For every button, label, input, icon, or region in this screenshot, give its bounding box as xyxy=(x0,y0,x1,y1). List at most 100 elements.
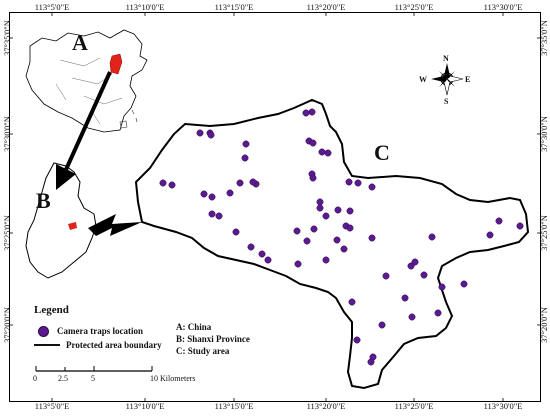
scale-label-0: 0 xyxy=(33,374,37,383)
map-neatline xyxy=(9,12,541,402)
camera-trap-point xyxy=(401,294,409,302)
compass-w: W xyxy=(419,75,427,84)
camera-trap-point xyxy=(434,309,442,317)
camera-trap-point xyxy=(516,222,524,230)
tick-top-1: 113°5'0"E xyxy=(34,2,70,12)
tick-right-3: 37°25'0"N xyxy=(539,215,549,251)
camera-trap-point xyxy=(208,193,216,201)
camera-trap-point xyxy=(408,313,416,321)
camera-trap-point xyxy=(294,260,302,268)
camera-trap-point xyxy=(196,129,204,137)
study-area-highlight xyxy=(68,222,77,230)
camera-traps-layer xyxy=(159,108,524,366)
camera-trap-point xyxy=(318,148,326,156)
camera-trap-point xyxy=(258,250,266,258)
inset-arrows xyxy=(56,71,142,236)
camera-trap-point xyxy=(293,227,301,235)
tick-left-1: 37°35'0"N xyxy=(2,20,12,56)
tick-right-2: 37°30'0"N xyxy=(539,116,549,152)
camera-trap-point xyxy=(407,262,415,270)
study-area-boundary xyxy=(134,98,530,390)
camera-trap-point xyxy=(354,179,362,187)
tick-left-2: 37°30'0"N xyxy=(2,116,12,152)
camera-trap-point xyxy=(309,174,317,182)
camera-trap-point xyxy=(346,224,354,232)
tick-left-4: 37°20'0"N xyxy=(2,307,12,343)
abbrev-c: C: Study area xyxy=(176,346,230,356)
camera-trap-point xyxy=(241,154,249,162)
camera-trap-symbol xyxy=(38,325,49,337)
inset-china xyxy=(25,29,148,133)
scale-label-10: 10 Kilometers xyxy=(150,374,196,383)
camera-trap-point xyxy=(316,204,324,212)
camera-trap-point xyxy=(249,178,257,186)
legend-row-camera: Camera traps location xyxy=(34,324,162,338)
camera-trap-point xyxy=(303,237,311,245)
camera-trap-point xyxy=(236,179,244,187)
tick-bottom-1: 113°5'0"E xyxy=(34,401,70,411)
camera-trap-point xyxy=(495,217,503,225)
camera-trap-point xyxy=(368,183,376,191)
abbreviation-list: A: China B: Shanxi Province C: Study are… xyxy=(176,321,250,357)
tick-bottom-4: 113°20'0"E xyxy=(306,401,346,411)
camera-trap-point xyxy=(232,228,240,236)
camera-trap-point xyxy=(310,225,318,233)
legend: Legend Camera traps location Protected a… xyxy=(34,304,162,352)
camera-trap-point xyxy=(486,231,494,239)
camera-trap-point xyxy=(302,109,310,117)
north-arrow-icon xyxy=(431,63,464,96)
camera-trap-point xyxy=(207,131,215,139)
camera-trap-point xyxy=(322,256,330,264)
camera-trap-point xyxy=(345,178,353,186)
boundary-symbol xyxy=(34,344,60,346)
tick-bottom-3: 113°15'0"E xyxy=(214,401,254,411)
camera-trap-point xyxy=(309,139,317,147)
tick-bottom-6: 113°30'0"E xyxy=(483,401,523,411)
tick-top-3: 113°15'0"E xyxy=(214,2,254,12)
tick-top-2: 113°10'0"E xyxy=(125,2,165,12)
camera-trap-point xyxy=(340,245,348,253)
scale-bar xyxy=(35,366,153,372)
camera-trap-point xyxy=(460,280,468,288)
tick-top-6: 113°30'0"E xyxy=(483,2,523,12)
camera-trap-point xyxy=(316,198,324,206)
camera-trap-point xyxy=(438,283,446,291)
camera-trap-point xyxy=(200,190,208,198)
camera-trap-point xyxy=(420,271,428,279)
scale-label-5: 5 xyxy=(91,374,95,383)
inset-shanxi xyxy=(25,162,97,279)
panel-label-a: A xyxy=(72,30,88,55)
camera-trap-point xyxy=(242,140,250,148)
panel-label-b: B xyxy=(36,188,51,213)
camera-trap-point xyxy=(348,298,356,306)
tick-bottom-2: 113°10'0"E xyxy=(125,401,165,411)
tick-top-5: 113°25'0"E xyxy=(394,2,434,12)
legend-boundary-label: Protected area boundary xyxy=(66,340,162,350)
camera-trap-point xyxy=(368,234,376,242)
camera-trap-point xyxy=(215,212,223,220)
graticule-ticks xyxy=(9,12,541,402)
camera-trap-point xyxy=(159,179,167,187)
compass-s: S xyxy=(444,97,449,106)
tick-right-1: 37°35'0"N xyxy=(539,20,549,56)
camera-trap-point xyxy=(333,236,341,244)
province-lines xyxy=(55,57,123,125)
camera-trap-point xyxy=(353,336,361,344)
camera-trap-point xyxy=(308,108,316,116)
islands xyxy=(119,109,138,129)
shanxi-highlight xyxy=(109,53,123,75)
shanxi-outline xyxy=(25,162,97,279)
camera-trap-point xyxy=(334,206,342,214)
camera-trap-point xyxy=(428,233,436,241)
camera-trap-point xyxy=(378,321,386,329)
legend-camera-label: Camera traps location xyxy=(57,326,143,336)
camera-trap-point xyxy=(264,256,272,264)
camera-trap-point xyxy=(208,210,216,218)
camera-trap-point xyxy=(382,272,390,280)
camera-trap-point xyxy=(367,358,375,366)
panel-label-c: C xyxy=(374,140,390,165)
compass-e: E xyxy=(465,75,471,84)
camera-trap-point xyxy=(168,181,176,189)
